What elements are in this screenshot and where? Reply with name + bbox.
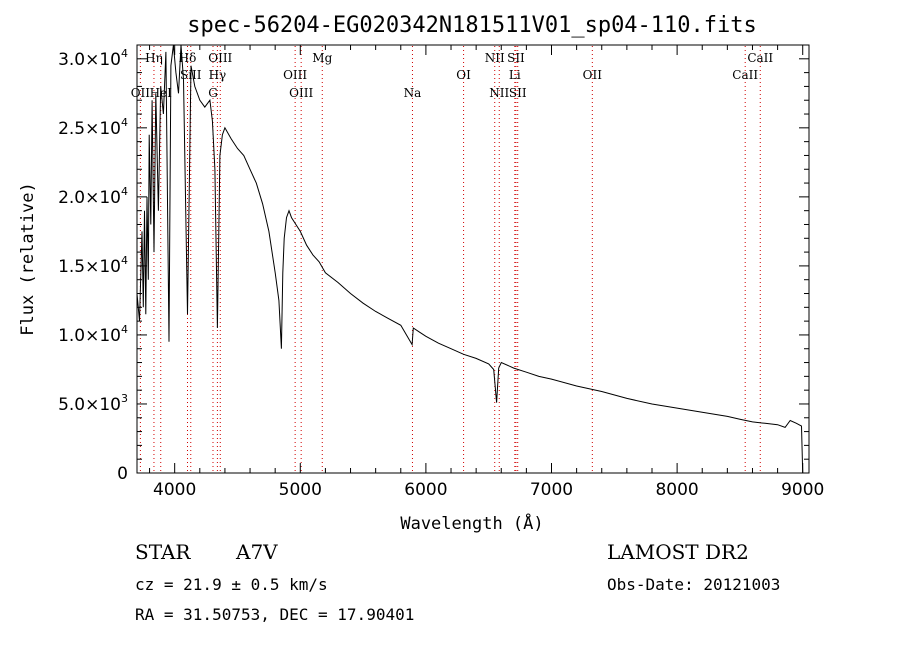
y-tick-label-3: 1.5×104 (58, 254, 128, 277)
chart-title: spec-56204-EG020342N181511V01_sp04-110.f… (187, 13, 757, 38)
marker-label-3: Hδ (179, 51, 197, 65)
spectral-subclass: A7V (235, 540, 278, 564)
y-tick-label-1: 5.0×103 (58, 392, 128, 415)
marker-label-1: OII (131, 86, 151, 100)
x-tick-label-4: 8000 (655, 480, 698, 500)
y-tick-label-5: 2.5×104 (58, 116, 128, 139)
x-tick-label-3: 7000 (530, 480, 573, 500)
x-tick-label-5: 9000 (781, 480, 824, 500)
marker-label-13: NII (485, 51, 505, 65)
marker-label-17: SII (509, 86, 527, 100)
y-tick-label-0: 0 (117, 464, 128, 484)
y-tick-label-4: 2.0×104 (58, 185, 128, 208)
marker-label-0: Hη (145, 51, 163, 65)
marker-label-9: OIII (289, 86, 313, 100)
y-tick-label-2: 1.0×104 (58, 323, 128, 346)
y-axis-label: Flux (relative) (18, 182, 38, 336)
marker-label-6: Hγ (209, 68, 227, 82)
x-axis: 4000 5000 6000 7000 8000 9000 (149, 45, 824, 500)
marker-label-14: SII (507, 51, 525, 65)
x-axis-label: Wavelength (Å) (400, 512, 543, 534)
spectrum-line (136, 44, 804, 474)
x-tick-label-0: 4000 (153, 480, 196, 500)
redshift-cz: cz = 21.9 ± 0.5 km/s (135, 575, 328, 594)
survey-name: LAMOST DR2 (607, 540, 749, 564)
plot-frame (136, 44, 810, 474)
marker-label-5: OIII (208, 51, 232, 65)
marker-label-16: NII (489, 86, 509, 100)
y-axis: 0 5.0×103 1.0×104 1.5×104 2.0×104 2.5×104 3.0×… (58, 47, 809, 484)
marker-label-20: CaII (732, 68, 758, 82)
observation-date: Obs-Date: 20121003 (607, 575, 780, 594)
y-tick-label-6: 3.0×104 (58, 47, 128, 70)
marker-label-10: Mg (312, 51, 332, 65)
emission-line-markers (139, 46, 761, 472)
object-class: STAR (135, 540, 191, 564)
coordinates: RA = 31.50753, DEC = 17.90401 (135, 605, 414, 624)
marker-label-11: Na (404, 86, 422, 100)
marker-label-12: OI (456, 68, 471, 82)
marker-label-15: Li (509, 68, 521, 82)
marker-label-7: G (208, 86, 218, 100)
marker-label-19: CaII (747, 51, 773, 65)
x-tick-label-1: 5000 (279, 480, 322, 500)
x-tick-label-2: 6000 (404, 480, 447, 500)
marker-label-8: OIII (283, 68, 307, 82)
marker-label-18: OII (583, 68, 603, 82)
